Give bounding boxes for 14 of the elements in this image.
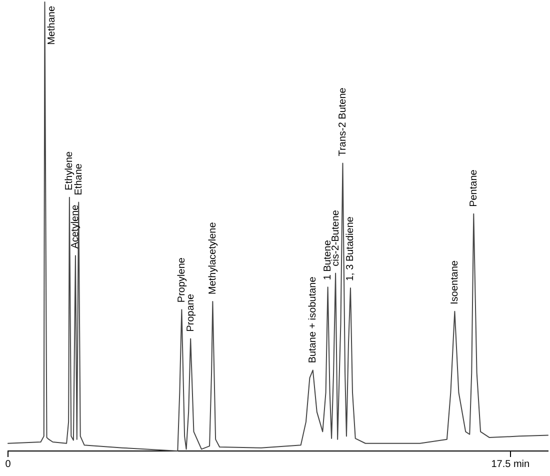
annotation: 1, 3 Butadiene [345, 216, 356, 282]
x-tick-label: 17.5 min [491, 458, 530, 470]
annotation: Acetylene [70, 204, 82, 249]
annotation: Propane [185, 294, 196, 332]
annotation: Methane [46, 6, 58, 45]
annotation: Propylene [176, 257, 188, 303]
annotation: Methylacetylene [207, 222, 218, 294]
annotation: Ethane [73, 163, 84, 196]
x-tick-label: 0 [5, 458, 12, 470]
annotation: Ethylene [64, 150, 76, 190]
annotation: Isoentane [449, 260, 460, 304]
annotation: Butane + isobutane [308, 276, 319, 364]
annotation: Pentane [468, 169, 480, 207]
annotation: Trans-2 Butene [337, 87, 348, 156]
